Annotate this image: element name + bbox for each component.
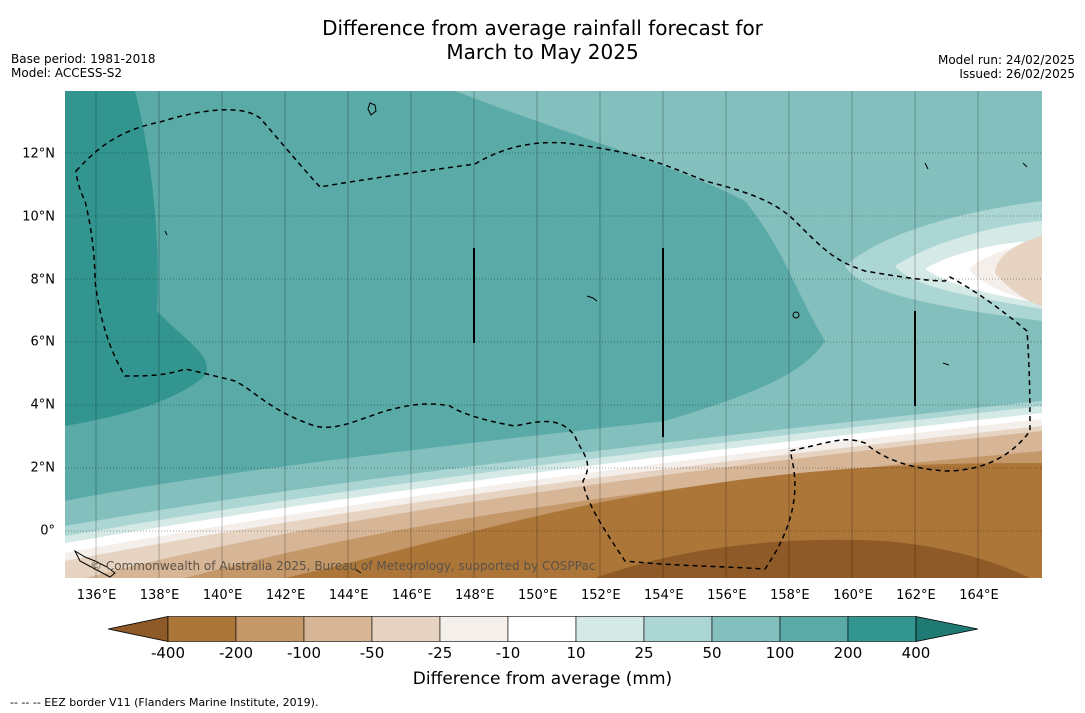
x-tick-label: 158°E xyxy=(770,588,810,603)
model-label: Model: ACCESS-S2 xyxy=(11,66,123,80)
x-tick-label: 160°E xyxy=(833,588,873,603)
colorbar-tick-label: 400 xyxy=(901,644,931,662)
eez-footnote: -- -- -- EEZ border V11 (Flanders Marine… xyxy=(10,696,319,709)
colorbar-tick-label: -10 xyxy=(495,644,521,662)
colorbar-tick-label: 25 xyxy=(634,644,654,662)
model-run-label: Model run: 24/02/2025 xyxy=(937,53,1075,67)
colorbar-segment xyxy=(575,616,645,642)
colorbar-tick-label: 10 xyxy=(566,644,586,662)
x-tick-label: 138°E xyxy=(139,588,180,603)
band-below-neg400 xyxy=(595,539,1030,578)
rainfall-map-svg xyxy=(65,91,1042,578)
rainfall-map xyxy=(65,91,1042,578)
chart-title-line-2: March to May 2025 xyxy=(446,40,639,64)
colorbar-segment xyxy=(439,616,509,642)
x-tick-label: 150°E xyxy=(517,588,558,603)
x-tick-label: 148°E xyxy=(454,588,495,603)
parallel-lines xyxy=(65,152,1042,532)
colorbar-segment xyxy=(507,616,577,642)
colorbar-tick-label: 200 xyxy=(833,644,863,662)
band-200-400 xyxy=(65,91,207,426)
x-tick-label: 136°E xyxy=(76,588,117,603)
colorbar-tick-label: -25 xyxy=(427,644,453,662)
x-tick-label: 164°E xyxy=(959,588,999,603)
y-tick-label: 6°N xyxy=(30,334,56,350)
y-tick-label: 12°N xyxy=(22,146,55,162)
x-tick-label: 144°E xyxy=(328,588,369,603)
colorbar-segment xyxy=(779,616,849,642)
colorbar-tick-label: -200 xyxy=(218,644,254,662)
base-period-label: Base period: 1981-2018 xyxy=(11,52,156,66)
islands xyxy=(73,102,1028,578)
x-tick-label: 162°E xyxy=(896,588,936,603)
colorbar-tick-label: 100 xyxy=(765,644,795,662)
colorbar-extend-min xyxy=(107,616,169,642)
x-tick-label: 140°E xyxy=(202,588,243,603)
colorbar-segment xyxy=(235,616,305,642)
colorbar-tick-label: -50 xyxy=(359,644,385,662)
x-tick-label: 152°E xyxy=(581,588,621,603)
issued-label: Issued: 26/02/2025 xyxy=(959,67,1075,81)
colorbar-tick-label: -100 xyxy=(286,644,322,662)
lobe-neg50-neg25 xyxy=(995,236,1042,306)
copyright-notice: © Commonwealth of Australia 2025, Bureau… xyxy=(90,559,596,573)
colorbar-segment xyxy=(303,616,373,642)
colorbar xyxy=(107,616,979,642)
y-tick-label: 0° xyxy=(40,523,55,539)
y-tick-label: 8°N xyxy=(30,272,56,288)
colorbar-tick-label: 50 xyxy=(702,644,722,662)
x-tick-label: 156°E xyxy=(707,588,747,603)
y-tick-label: 2°N xyxy=(30,460,56,476)
x-tick-label: 154°E xyxy=(644,588,684,603)
colorbar-segment xyxy=(711,616,781,642)
colorbar-segment xyxy=(847,616,917,642)
x-tick-label: 146°E xyxy=(391,588,432,603)
colorbar-segment xyxy=(371,616,441,642)
eez-border xyxy=(75,109,1031,570)
colorbar-extend-max xyxy=(915,616,979,642)
colorbar-label: Difference from average (mm) xyxy=(412,669,673,689)
y-tick-label: 4°N xyxy=(30,397,56,413)
colorbar-tick-label: -400 xyxy=(150,644,186,662)
colorbar-segment xyxy=(167,616,237,642)
y-tick-label: 10°N xyxy=(22,209,55,225)
x-tick-label: 142°E xyxy=(265,588,306,603)
chart-title-line-1: Difference from average rainfall forecas… xyxy=(322,16,763,40)
colorbar-svg xyxy=(107,616,979,642)
colorbar-segment xyxy=(643,616,713,642)
